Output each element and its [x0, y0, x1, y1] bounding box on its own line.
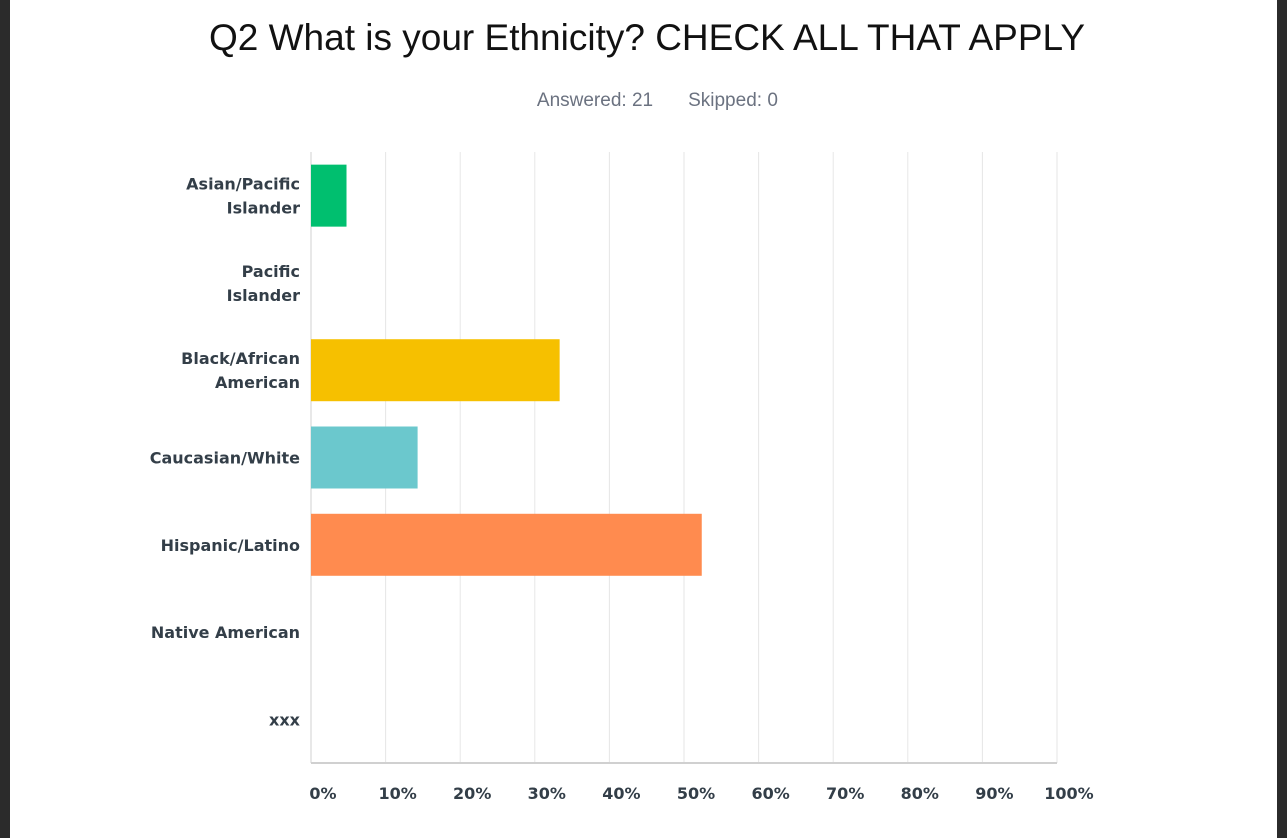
x-tick-label: 60%	[751, 784, 789, 803]
x-tick-label: 100%	[1044, 784, 1093, 803]
answered-count: Answered: 21	[537, 90, 653, 111]
category-label: Black/African American	[181, 349, 300, 392]
category-label: xxx	[269, 710, 301, 729]
category-label: Caucasian/White	[150, 449, 300, 468]
x-tick-label: 20%	[453, 784, 491, 803]
x-tick-label: 40%	[602, 784, 640, 803]
bar	[311, 339, 560, 402]
category-label: Asian/Pacific Islander	[186, 175, 300, 218]
x-tick-label: 70%	[826, 784, 864, 803]
bars	[311, 164, 702, 576]
bar	[311, 426, 418, 489]
skipped-count: Skipped: 0	[688, 90, 778, 111]
x-tick-labels: 0% 10% 20% 30% 40% 50% 60% 70% 80% 90% 100%	[309, 784, 1093, 803]
x-tick-label: 10%	[378, 784, 416, 803]
bar	[311, 513, 702, 576]
x-tick-label: 0%	[309, 784, 336, 803]
x-tick-label: 80%	[901, 784, 939, 803]
category-label: Pacific Islander	[227, 262, 300, 305]
category-label: Hispanic/Latino	[161, 536, 300, 555]
chart-title: Q2 What is your Ethnicity? CHECK ALL THA…	[209, 17, 1085, 58]
bar	[311, 164, 347, 227]
chart: Q2 What is your Ethnicity? CHECK ALL THA…	[150, 17, 1094, 803]
x-tick-label: 90%	[975, 784, 1013, 803]
category-label: Native American	[151, 623, 300, 642]
chart-slide: Q2 What is your Ethnicity? CHECK ALL THA…	[10, 0, 1277, 838]
x-tick-label: 50%	[677, 784, 715, 803]
category-labels: Asian/Pacific Islander Pacific Islander Blac…	[150, 175, 301, 730]
x-tick-label: 30%	[528, 784, 566, 803]
gridlines	[310, 152, 1058, 763]
